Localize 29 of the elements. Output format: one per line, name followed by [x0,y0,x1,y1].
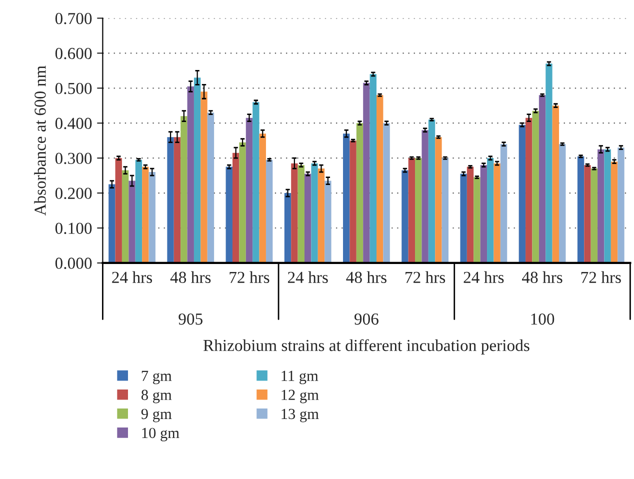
legend-label: 8 gm [141,390,172,404]
text: 906 [354,313,378,325]
legend-label: 9 gm [141,408,172,422]
x-tick-label: 24 hrs [112,271,152,284]
x-axis-title: Rhizobium strains at different incubation periods [203,339,530,354]
legend-label: 7 gm [142,370,172,384]
x-tick-label: 24 hrs [288,271,328,284]
y-tick-label: 0.100 [55,222,92,234]
text: 905 [178,313,202,325]
x-tick-label: 48 hrs [522,271,562,284]
x-tick-label: 48 hrs [346,271,386,284]
legend-label: 10 gm [142,428,180,442]
y-tick-label: 0.700 [55,12,92,24]
y-tick-label: 0.300 [55,152,92,164]
x-tick-label: 72 hrs [581,271,621,284]
y-tick-label: 0.200 [55,188,92,200]
x-tick-label: 48 hrs [170,271,211,284]
y-tick-label: 0.000 [55,258,92,269]
legend-label: 12 gm [282,390,319,404]
x-tick-label: 24 hrs [464,271,504,284]
y-tick-label: 0.400 [55,118,92,130]
text: 100 [531,313,554,325]
x-tick-label: 72 hrs [230,271,270,284]
y-tick-label: 0.600 [55,48,92,60]
legend-label: 13 gm [282,408,319,422]
y-axis-title: Absorbance at 600 nm [34,66,46,216]
legend-label: 11 gm [282,370,318,384]
x-tick-label: 72 hrs [406,271,446,284]
y-tick-label: 0.500 [55,82,92,94]
